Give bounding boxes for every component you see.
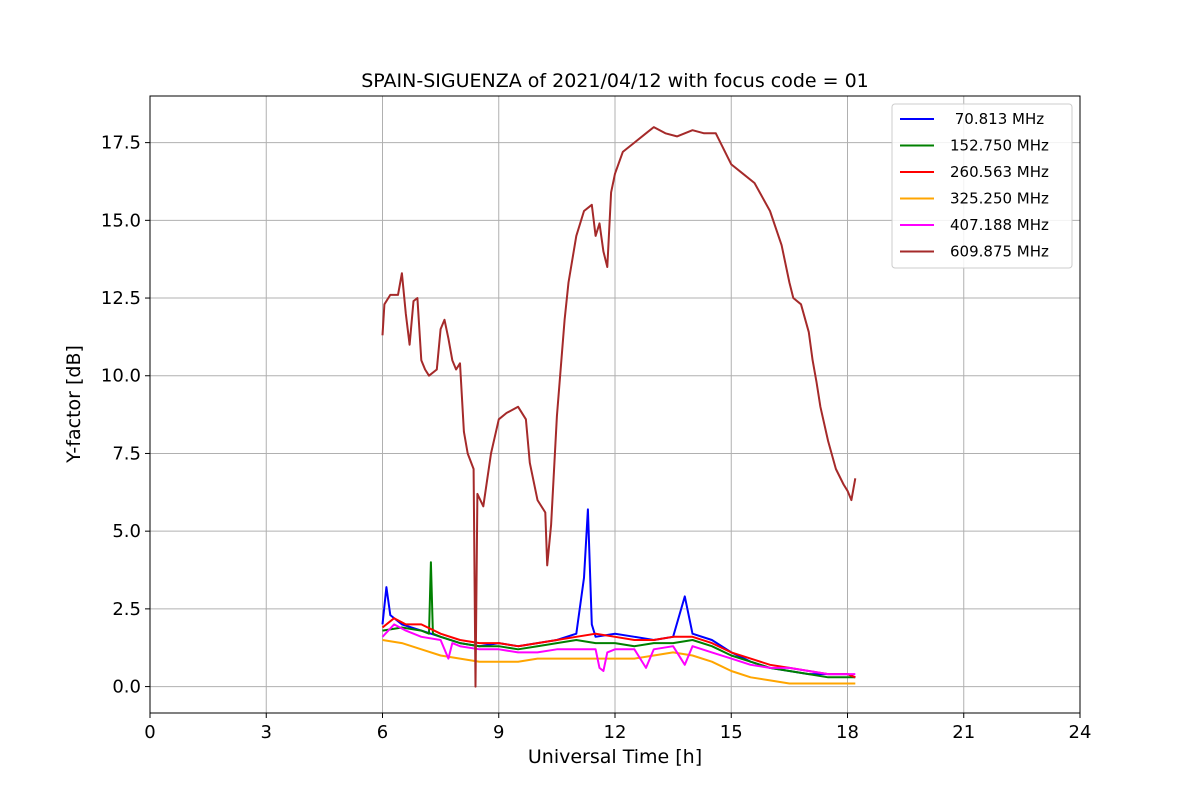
y-axis-label: Y-factor [dB]: [63, 345, 85, 464]
y-tick-label: 7.5: [112, 443, 141, 464]
series-line: [381, 623, 856, 676]
series-line: [382, 639, 856, 685]
y-tick-label: 5.0: [112, 521, 141, 542]
x-tick-label: 24: [1069, 722, 1092, 743]
x-tick-label: 3: [261, 722, 272, 743]
x-axis-label: Universal Time [h]: [528, 746, 702, 768]
y-tick-label: 10.0: [101, 366, 141, 387]
series-line: [381, 126, 857, 688]
axis-ticks: 0 3 6 9 12 15 18 21 24 0.0 2.5 5.0 7.5 10.0 12.5 15.0 17…: [101, 133, 1092, 743]
legend-label: 609.875 MHz: [950, 243, 1049, 261]
y-tick-label: 0.0: [112, 677, 141, 698]
x-tick-label: 9: [493, 722, 504, 743]
x-tick-label: 18: [836, 722, 859, 743]
y-tick-label: 17.5: [101, 133, 141, 154]
legend-label: 152.750 MHz: [950, 137, 1049, 155]
series-line: [381, 617, 856, 679]
x-tick-label: 6: [377, 722, 388, 743]
x-tick-label: 0: [144, 722, 155, 743]
y-tick-label: 2.5: [112, 599, 141, 620]
legend-label: 407.188 MHz: [950, 216, 1049, 234]
legend: 70.813 MHz 152.750 MHz 260.563 MHz 325.250 …: [891, 103, 1073, 269]
y-tick-label: 15.0: [101, 210, 141, 231]
legend-label: 70.813 MHz: [950, 110, 1044, 128]
y-tick-label: 12.5: [101, 288, 141, 309]
series-line: [382, 561, 856, 679]
chart-title: SPAIN-SIGUENZA of 2021/04/12 with focus …: [361, 70, 869, 92]
legend-label: 260.563 MHz: [950, 163, 1049, 181]
x-tick-label: 21: [952, 722, 975, 743]
x-tick-label: 12: [604, 722, 627, 743]
series-lines: [381, 126, 857, 688]
legend-box: [891, 103, 1073, 269]
legend-label: 325.250 MHz: [950, 190, 1049, 208]
x-tick-label: 15: [720, 722, 743, 743]
